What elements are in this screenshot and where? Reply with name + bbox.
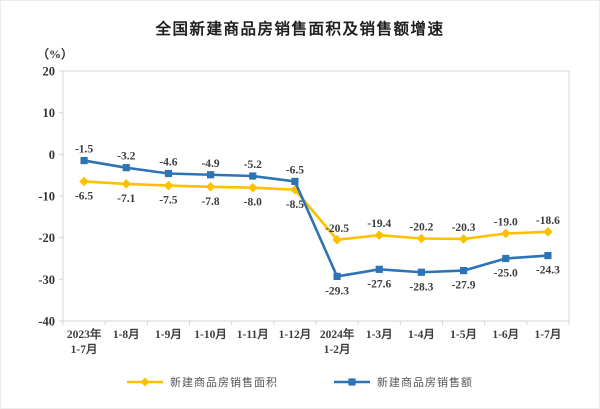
x-tick-label: 1-11月 xyxy=(237,328,269,341)
data-label: -8.5 xyxy=(286,199,304,211)
y-tick-label: -10 xyxy=(38,190,55,204)
square-marker xyxy=(249,172,257,180)
data-label: -25.0 xyxy=(494,268,518,280)
square-marker xyxy=(502,254,510,263)
data-label: -1.5 xyxy=(75,144,93,156)
legend-label-sales-area: 新建商品房销售面积 xyxy=(170,377,278,389)
square-marker xyxy=(291,177,299,186)
legend-item-sales-amount: 新建商品房销售额 xyxy=(334,374,473,390)
x-tick-label: 2024年 1-2月 xyxy=(320,327,355,356)
sales-area-line-diamond-icon xyxy=(127,377,163,387)
x-tick-label: 1-4月 xyxy=(408,328,435,341)
diamond-marker xyxy=(163,180,174,191)
series-line-0 xyxy=(82,180,550,242)
diamond-marker xyxy=(458,234,469,244)
y-tick-label: 0 xyxy=(49,148,55,162)
data-label: -4.6 xyxy=(159,157,177,169)
chart-legend: 新建商品房销售面积 新建商品房销售额 xyxy=(1,374,599,390)
data-label: -19.0 xyxy=(494,217,518,229)
data-label: -7.5 xyxy=(159,195,177,207)
x-tick-label: 1-6月 xyxy=(492,328,519,341)
data-label: -6.5 xyxy=(286,164,304,176)
y-tick-label: -30 xyxy=(38,273,55,287)
data-label: -19.4 xyxy=(367,218,391,230)
square-marker xyxy=(122,164,130,172)
square-marker xyxy=(544,251,552,260)
square-marker xyxy=(459,266,468,275)
diamond-marker xyxy=(332,234,342,245)
data-label: -20.5 xyxy=(325,223,349,235)
square-marker xyxy=(375,265,383,273)
diamond-marker xyxy=(500,228,511,239)
plot-border xyxy=(62,70,570,322)
data-label: -3.2 xyxy=(117,151,135,163)
x-tick-label: 1-5月 xyxy=(450,328,477,341)
y-tick-label: -40 xyxy=(38,315,55,329)
data-label: -7.8 xyxy=(201,196,219,208)
legend-label-sales-amount: 新建商品房销售额 xyxy=(377,377,473,389)
data-label: -27.9 xyxy=(452,280,476,292)
x-tick-label: 1-9月 xyxy=(155,328,182,341)
diamond-marker xyxy=(205,182,216,192)
square-marker xyxy=(417,268,426,276)
diamond-marker xyxy=(374,230,385,240)
sales-amount-line-square-icon xyxy=(334,378,370,386)
y-axis-unit-label: （%） xyxy=(37,47,74,61)
square-marker xyxy=(164,169,173,178)
legend-item-sales-area: 新建商品房销售面积 xyxy=(127,374,278,390)
square-marker xyxy=(206,171,215,179)
data-label: -7.1 xyxy=(117,193,135,205)
x-tick-label: 1-12月 xyxy=(279,328,312,341)
diamond-marker xyxy=(416,233,427,244)
chart-title: 全国新建商品房销售面积及销售额增速 xyxy=(155,21,445,38)
x-tick-label: 1-3月 xyxy=(366,328,393,341)
data-label: -4.9 xyxy=(201,158,219,170)
x-tick-label: 1-7月 xyxy=(534,328,561,341)
data-label: -20.2 xyxy=(409,222,433,234)
data-label: -5.2 xyxy=(244,159,262,171)
series-line-1 xyxy=(82,159,550,278)
data-label: -29.3 xyxy=(325,285,349,297)
diamond-marker xyxy=(543,227,553,237)
diamond-marker xyxy=(247,182,258,193)
diamond-marker xyxy=(79,176,89,187)
data-label: -18.6 xyxy=(536,215,560,227)
x-tick-label: 1-10月 xyxy=(194,328,227,341)
diamond-marker xyxy=(121,179,132,189)
data-label: -6.5 xyxy=(75,190,93,202)
square-marker xyxy=(80,156,88,165)
data-label: -20.3 xyxy=(452,222,476,234)
y-tick-label: 10 xyxy=(43,106,56,120)
x-tick-label: 1-8月 xyxy=(113,328,140,341)
data-label: -8.0 xyxy=(244,197,262,209)
line-chart: 20 10 0 -10 -20 -30 -40 2023年 1-7月 1-8月 1-9月 1-10月 1… xyxy=(38,65,570,356)
data-label: -28.3 xyxy=(409,281,433,293)
square-marker xyxy=(333,272,341,281)
diamond-marker xyxy=(290,184,300,195)
data-label: -24.3 xyxy=(536,265,560,277)
x-tick-label: 2023年 1-7月 xyxy=(67,327,102,356)
y-tick-label: 20 xyxy=(43,65,56,79)
data-label: -27.6 xyxy=(367,278,391,290)
y-tick-label: -20 xyxy=(38,231,55,245)
